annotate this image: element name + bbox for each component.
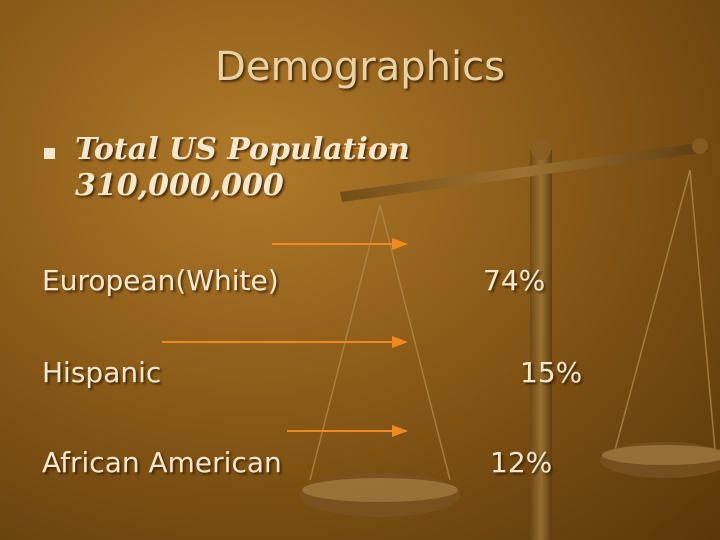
- row-percent: 12%: [490, 446, 553, 479]
- bullet-label: Total US Population: [75, 132, 410, 167]
- row-label: European(White): [42, 264, 279, 297]
- bullet-value: 310,000,000: [75, 168, 284, 203]
- row-label: Hispanic: [42, 356, 162, 389]
- row-label: African American: [42, 446, 282, 479]
- slide-title: Demographics: [215, 44, 505, 90]
- row-percent: 74%: [483, 264, 546, 297]
- bullet-marker: [44, 148, 55, 159]
- row-percent: 15%: [520, 356, 583, 389]
